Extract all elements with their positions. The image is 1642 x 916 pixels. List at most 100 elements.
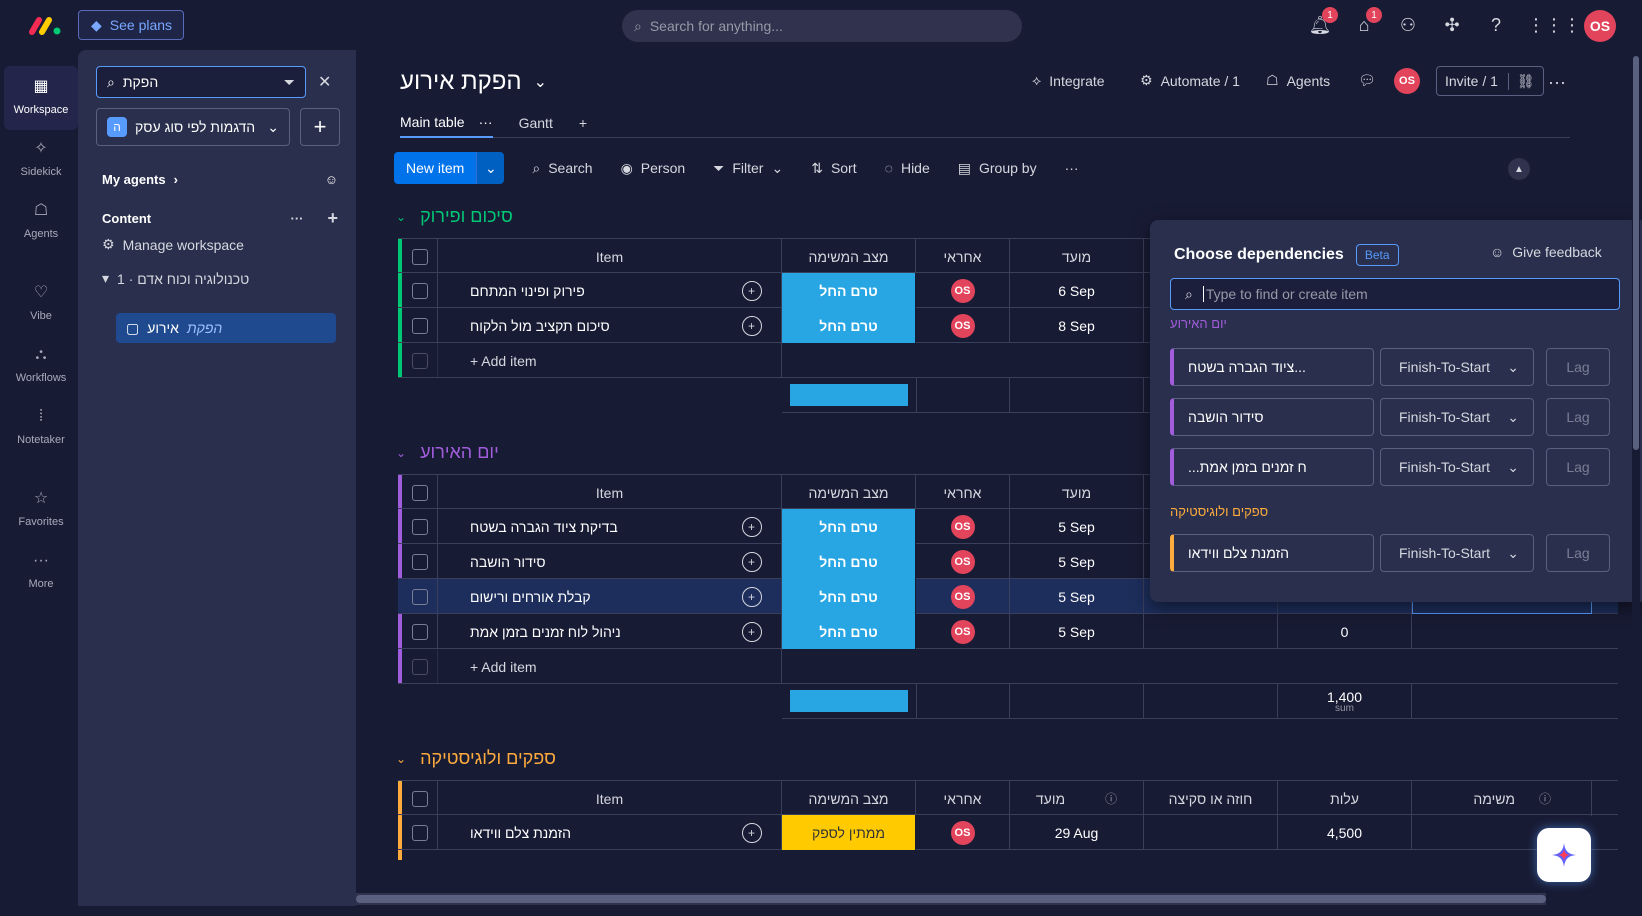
chevron-down-icon[interactable]: ⌄ — [771, 159, 784, 176]
contract-cell[interactable] — [1144, 815, 1278, 850]
select-all-checkbox[interactable] — [402, 475, 438, 510]
add-update-button[interactable]: + — [722, 544, 782, 579]
plus-icon[interactable]: + — [327, 208, 338, 228]
row-checkbox[interactable] — [402, 308, 438, 343]
dependency-type-select[interactable]: Finish-To-Start ⌄ — [1380, 448, 1534, 486]
column-header-item[interactable]: Item — [438, 239, 782, 274]
lag-input[interactable]: Lag — [1546, 348, 1610, 386]
inbox-icon[interactable]: ⌂ 1 — [1352, 7, 1382, 37]
manage-workspace-link[interactable]: ⚙ Manage workspace — [102, 236, 244, 253]
more-icon[interactable]: ··· — [478, 114, 493, 130]
folder-row[interactable]: ▾ טכנולוגיה וכוח אדם · 1 — [102, 270, 249, 287]
close-icon[interactable]: ✕ — [318, 74, 332, 91]
scrollbar-thumb[interactable] — [1633, 56, 1639, 450]
invite-members-icon[interactable]: ⚇ — [1399, 14, 1417, 35]
cost-cell[interactable]: 0 — [1278, 614, 1412, 649]
chevron-down-icon[interactable]: ⌄ — [396, 209, 407, 224]
item-name[interactable]: סיכום תקציב מול הלקוח — [470, 317, 610, 334]
see-plans-button[interactable]: ◆ See plans — [78, 10, 184, 40]
add-update-button[interactable]: + — [722, 579, 782, 614]
monday-logo-icon[interactable] — [28, 14, 62, 36]
chevron-down-icon[interactable]: ⌄ — [476, 152, 505, 184]
filter-icon[interactable]: ⏷ — [283, 73, 295, 90]
select-all-checkbox[interactable] — [402, 781, 438, 816]
hide-button[interactable]: ◌ Hide — [885, 160, 930, 176]
owner-cell[interactable]: OS — [916, 273, 1010, 308]
dependency-item[interactable]: ציוד הגברה בשטח... — [1170, 348, 1374, 386]
group-title[interactable]: ⌄ יום האירוע — [396, 442, 499, 463]
column-header-owner[interactable]: אחראי — [916, 781, 1010, 816]
automate-button[interactable]: ⚙ Automate / 1 — [1140, 72, 1240, 89]
column-header-cost[interactable]: עלות — [1278, 781, 1412, 816]
row-checkbox[interactable] — [402, 273, 438, 308]
board-more-icon[interactable]: ··· — [1548, 72, 1566, 92]
more-icon[interactable]: ··· — [290, 211, 304, 226]
rail-more[interactable]: ··· More — [4, 550, 78, 590]
status-cell[interactable]: טרם החל — [782, 273, 916, 308]
vertical-scrollbar[interactable] — [1632, 50, 1640, 890]
table-row[interactable]: הזמנת צלם ווידאו + ממתין לספק OS 29 Aug … — [398, 815, 1618, 850]
table-row[interactable]: בדיקת ציוד הגברה בשטח + טרם החל OS 5 Sep — [398, 509, 1618, 544]
rail-sidekick[interactable]: ✧ Sidekick — [4, 138, 78, 178]
new-item-label[interactable]: New item — [394, 152, 477, 184]
owner-cell[interactable]: OS — [916, 614, 1010, 649]
row-checkbox[interactable] — [402, 579, 438, 614]
item-name[interactable]: פירוק ופינוי המתחם — [470, 282, 585, 299]
dependency-item[interactable]: סידור הושבה — [1170, 398, 1374, 436]
add-update-button[interactable]: + — [722, 273, 782, 308]
status-cell[interactable]: טרם החל — [782, 308, 916, 343]
dependency-type-select[interactable]: Finish-To-Start ⌄ — [1380, 398, 1534, 436]
help-icon[interactable]: ? — [1490, 14, 1501, 35]
row-checkbox[interactable] — [402, 815, 438, 850]
column-header-date[interactable]: מועד ⓘ — [1010, 781, 1144, 816]
add-item-input[interactable]: + Add item — [438, 649, 782, 684]
group-by-button[interactable]: ▤ Group by — [958, 160, 1037, 177]
cost-cell[interactable]: 4,500 — [1278, 815, 1412, 850]
dependency-item[interactable]: הזמנת צלם ווידאו — [1170, 534, 1374, 572]
select-all-checkbox[interactable] — [402, 239, 438, 274]
info-icon[interactable]: ⓘ — [1538, 792, 1551, 806]
column-header-contract[interactable]: חוזה או סקיצה — [1144, 781, 1278, 816]
sort-button[interactable]: ⇅ Sort — [811, 160, 856, 177]
board-link-active[interactable]: ▢ אירוע הפקת — [116, 313, 336, 343]
add-update-button[interactable]: + — [722, 815, 782, 850]
toolbar-more-icon[interactable]: ··· — [1064, 160, 1079, 176]
invite-button[interactable]: Invite / 1 ⛓ — [1436, 66, 1544, 96]
date-cell[interactable]: 5 Sep — [1010, 509, 1144, 544]
table-row[interactable]: סידור הושבה + טרם החל OS 5 Sep — [398, 544, 1618, 579]
date-cell[interactable]: 5 Sep — [1010, 614, 1144, 649]
add-view-button[interactable]: + — [579, 108, 587, 138]
rail-agents[interactable]: ☖ Agents — [4, 200, 78, 240]
app-switcher-grid-icon[interactable]: ⋮⋮⋮ — [1527, 14, 1581, 35]
date-cell[interactable]: 8 Sep — [1010, 308, 1144, 343]
table-row[interactable]: סיכום תקציב מול הלקוח + טרם החל OS 8 Sep — [398, 308, 1618, 343]
add-item-input[interactable]: + Add item — [438, 343, 782, 378]
dependency-type-select[interactable]: Finish-To-Start ⌄ — [1380, 348, 1534, 386]
column-header-owner[interactable]: אחראי — [916, 475, 1010, 510]
tab-main-table[interactable]: Main table ··· — [400, 108, 493, 138]
person-filter-button[interactable]: ◉ Person — [621, 160, 686, 177]
info-icon[interactable]: ⓘ — [1105, 792, 1118, 806]
add-item-row[interactable]: + Add item — [398, 343, 1618, 378]
status-cell[interactable]: טרם החל — [782, 579, 916, 614]
add-item-row[interactable]: + Add item — [398, 649, 1618, 684]
board-avatar[interactable]: OS — [1394, 68, 1420, 94]
row-checkbox[interactable] — [402, 509, 438, 544]
column-header-date[interactable]: מועד — [1010, 239, 1144, 274]
owner-cell[interactable]: OS — [916, 308, 1010, 343]
apps-puzzle-icon[interactable]: ✣ — [1444, 14, 1460, 35]
integrate-button[interactable]: ⟡ Integrate — [1032, 72, 1105, 89]
status-cell[interactable]: ממתין לספק — [782, 815, 916, 850]
chevron-down-icon[interactable]: ⌄ — [396, 751, 407, 766]
rail-notetaker[interactable]: ⦙ Notetaker — [4, 406, 78, 446]
horizontal-scrollbar[interactable] — [356, 893, 1546, 905]
item-name[interactable]: סידור הושבה — [470, 553, 546, 570]
table-row[interactable]: פירוק ופינוי המתחם + טרם החל OS 6 Sep — [398, 273, 1618, 308]
new-item-button[interactable]: New item ⌄ — [394, 152, 505, 184]
global-search-input[interactable]: ⌕ Search for anything... — [622, 10, 1022, 42]
column-header-date[interactable]: מועד — [1010, 475, 1144, 510]
status-cell[interactable]: טרם החל — [782, 614, 916, 649]
give-feedback-button[interactable]: ☺ Give feedback — [1490, 244, 1602, 260]
date-cell[interactable]: 5 Sep — [1010, 544, 1144, 579]
notifications-bell-icon[interactable]: 🔔︎ 1 — [1308, 7, 1338, 37]
